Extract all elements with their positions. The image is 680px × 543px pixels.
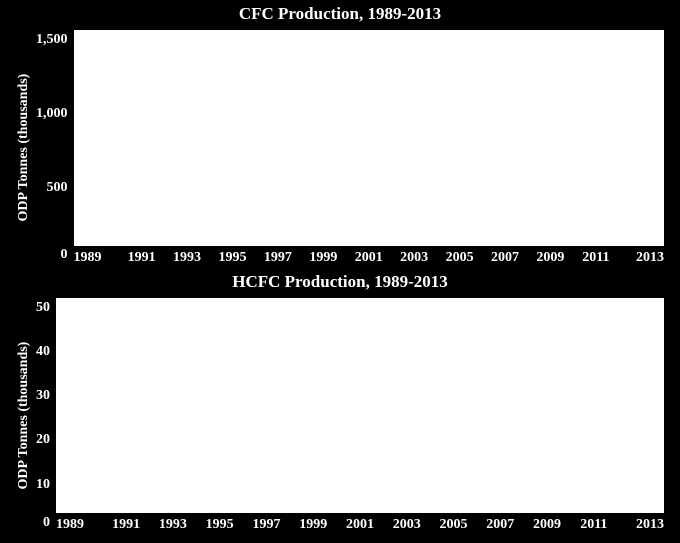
x-tick-label: 1993	[164, 250, 209, 266]
x-tick-label: 2005	[437, 250, 482, 266]
x-tick-label: 2007	[477, 517, 524, 533]
hcfc-plot-area	[56, 298, 664, 514]
cfc-y-axis: 1,500 1,000 500 0	[36, 30, 74, 266]
x-tick-label: 1991	[103, 517, 150, 533]
hcfc-x-axis: 1989199119931995199719992001200320052007…	[56, 513, 664, 533]
x-tick-label: 2003	[383, 517, 430, 533]
hcfc-y-axis: 50 40 30 20 10 0	[36, 298, 56, 534]
hcfc-y-axis-label: ODP Tonnes (thousands)	[16, 298, 32, 534]
x-tick-label: 2009	[524, 517, 571, 533]
x-tick-label: 1997	[255, 250, 300, 266]
hcfc-chart-body: ODP Tonnes (thousands) 50403020100 19891…	[16, 298, 664, 534]
y-tick-label: 50	[36, 300, 50, 314]
x-tick-label: 2005	[430, 517, 477, 533]
hcfc-chart-title: HCFC Production, 1989-2013	[16, 272, 664, 292]
cfc-plot-area	[74, 30, 665, 246]
x-tick-label: 2003	[391, 250, 436, 266]
x-tick-label: 1991	[119, 250, 164, 266]
x-tick-label: 2007	[482, 250, 527, 266]
hcfc-plot-wrapper: 1989199119931995199719992001200320052007…	[56, 298, 664, 534]
x-tick-label: 2001	[346, 250, 391, 266]
x-tick-label: 1989	[56, 517, 103, 533]
y-tick-label: 20	[36, 433, 50, 447]
y-tick-label: 30	[36, 389, 50, 403]
y-tick-label: 1,000	[36, 107, 68, 121]
hcfc-chart: HCFC Production, 1989-2013 ODP Tonnes (t…	[16, 272, 664, 534]
x-tick-label: 2013	[617, 517, 664, 533]
x-tick-label: 1997	[243, 517, 290, 533]
x-tick-label: 1993	[150, 517, 197, 533]
x-tick-label: 2013	[619, 250, 664, 266]
y-tick-label: 10	[36, 477, 50, 491]
y-tick-label: 500	[47, 180, 68, 194]
y-tick-label: 40	[36, 345, 50, 359]
x-tick-label: 1995	[210, 250, 255, 266]
cfc-y-axis-label: ODP Tonnes (thousands)	[16, 30, 32, 266]
x-tick-label: 1995	[196, 517, 243, 533]
x-tick-label: 1989	[74, 250, 119, 266]
y-tick-label: 0	[43, 516, 50, 530]
cfc-plot-wrapper: 1989199119931995199719992001200320052007…	[74, 30, 665, 266]
cfc-chart: CFC Production, 1989-2013 ODP Tonnes (th…	[16, 4, 664, 266]
y-tick-label: 1,500	[36, 33, 68, 47]
cfc-chart-title: CFC Production, 1989-2013	[16, 4, 664, 24]
x-tick-label: 2011	[570, 517, 617, 533]
x-tick-label: 1999	[290, 517, 337, 533]
x-tick-label: 2009	[528, 250, 573, 266]
x-tick-label: 2011	[573, 250, 618, 266]
cfc-x-axis: 1989199119931995199719992001200320052007…	[74, 246, 665, 266]
x-tick-label: 2001	[337, 517, 384, 533]
x-tick-label: 1999	[301, 250, 346, 266]
cfc-chart-body: ODP Tonnes (thousands) 1,500 1,000 500 0 19…	[16, 30, 664, 266]
y-tick-label: 0	[61, 249, 68, 263]
